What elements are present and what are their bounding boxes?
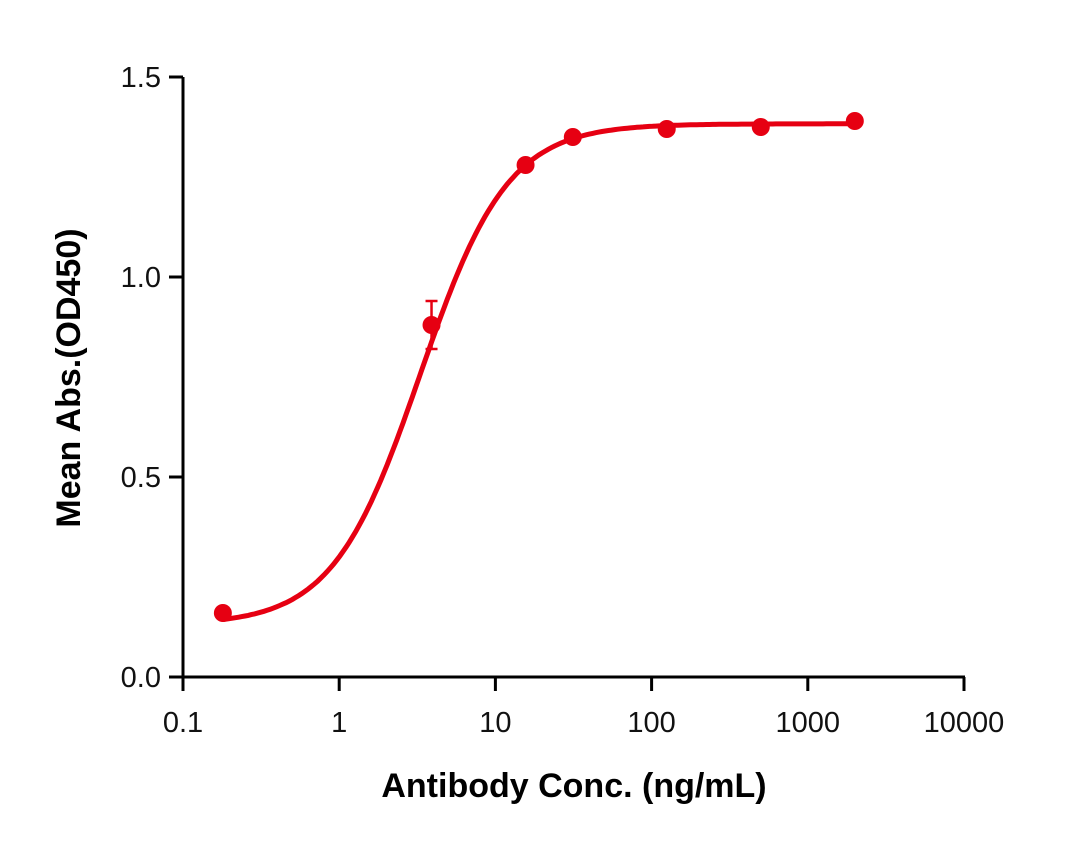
y-tick-label: 1.0 xyxy=(121,262,161,294)
data-point-marker xyxy=(657,120,676,138)
data-point-marker xyxy=(563,128,582,146)
x-axis-ticks: 0.1 1 10 100 1000 10000 xyxy=(163,677,1004,739)
x-tick-label: 100 xyxy=(627,707,675,739)
y-tick-label: 0.0 xyxy=(121,662,161,694)
data-point-marker xyxy=(751,118,770,136)
y-axis-ticks: 0.0 0.5 1.0 1.5 xyxy=(121,62,183,694)
x-axis-title: Antibody Conc. (ng/mL) xyxy=(381,767,766,805)
y-tick-label: 1.5 xyxy=(121,62,161,94)
data-point-marker xyxy=(422,316,441,334)
x-tick-label: 10000 xyxy=(924,707,1005,739)
x-tick-label: 1000 xyxy=(776,707,841,739)
data-points xyxy=(213,112,864,622)
x-tick-label: 1 xyxy=(331,707,347,739)
data-point-marker xyxy=(516,156,535,174)
fitted-curve xyxy=(220,121,858,622)
y-axis-title: Mean Abs.(OD450) xyxy=(50,228,88,527)
y-tick-label: 0.5 xyxy=(121,462,161,494)
axes xyxy=(181,77,965,679)
x-tick-label: 0.1 xyxy=(163,707,203,739)
x-tick-label: 10 xyxy=(479,707,511,739)
data-point-marker xyxy=(213,604,232,622)
data-point-marker xyxy=(845,112,864,130)
